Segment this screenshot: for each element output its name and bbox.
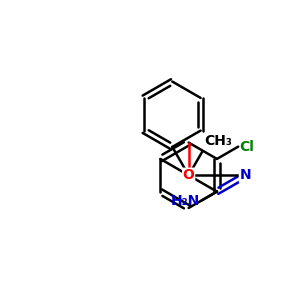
Text: Cl: Cl bbox=[240, 140, 254, 154]
Text: CH₃: CH₃ bbox=[204, 134, 232, 148]
Text: N: N bbox=[239, 168, 251, 182]
Text: H₂N: H₂N bbox=[171, 194, 200, 208]
Text: O: O bbox=[183, 168, 195, 182]
